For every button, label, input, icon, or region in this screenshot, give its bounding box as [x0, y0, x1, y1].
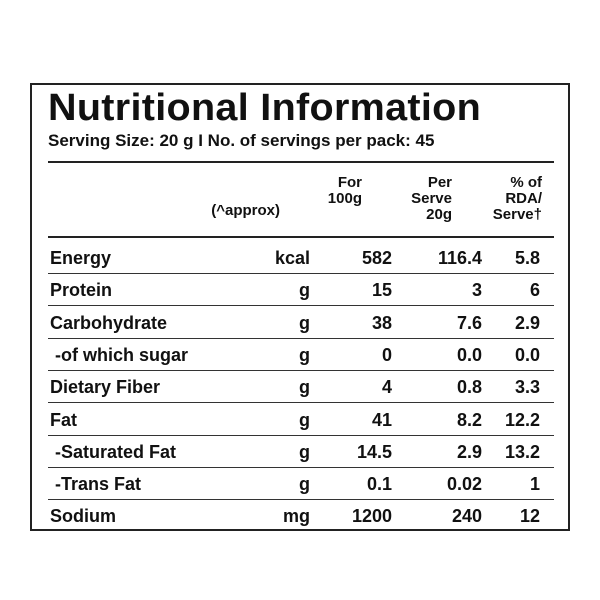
table-row: Energy kcal 582 116.4 5.8 — [48, 242, 554, 274]
value-per-serve: 7.6 — [456, 312, 482, 333]
table-row: -Saturated Fat g 14.5 2.9 13.2 — [48, 436, 554, 468]
value-rda: 3.3 — [514, 377, 540, 398]
nutrient-name: -Trans Fat — [50, 474, 142, 495]
value-per-100g: 4 — [381, 377, 392, 398]
value-per-serve: 116.4 — [437, 248, 482, 268]
header-line: % of — [510, 174, 542, 191]
header-per-serve: Per Serve 20g — [411, 175, 452, 223]
table-row: Fat g 41 8.2 12.2 — [48, 404, 554, 436]
value-rda: 12 — [519, 506, 540, 527]
row-divider — [48, 466, 554, 468]
unit: mg — [283, 506, 310, 527]
header-line: Serve — [411, 190, 452, 207]
value-per-100g: 582 — [361, 248, 392, 268]
value-per-100g: 15 — [371, 280, 392, 301]
header-approx: (^approx) — [211, 202, 280, 219]
value-per-100g: 41 — [371, 409, 392, 430]
header-line: RDA/ — [505, 190, 542, 207]
table-row: Carbohydrate g 38 7.6 2.9 — [48, 307, 554, 339]
header-rda: % of RDA/ Serve† — [493, 175, 542, 223]
value-rda: 5.8 — [514, 248, 540, 268]
row-divider — [48, 273, 554, 274]
value-rda: 0.0 — [514, 344, 540, 365]
serving-info: Serving Size: 20 g I No. of servings per… — [48, 131, 435, 150]
row-divider — [48, 434, 554, 436]
value-per-100g: 1200 — [351, 506, 392, 527]
header-line: For — [337, 174, 362, 191]
header-line: 100g — [327, 190, 362, 207]
unit: g — [299, 474, 310, 495]
value-per-serve: 2.9 — [456, 441, 482, 462]
unit: g — [299, 441, 310, 462]
table-row: Sodium mg 1200 240 12 — [48, 500, 554, 532]
nutrition-label: Nutritional Information Serving Size: 20… — [30, 83, 570, 531]
value-per-100g: 14.5 — [356, 441, 392, 462]
nutrient-name: -of which sugar — [50, 344, 189, 365]
value-rda: 12.2 — [504, 409, 540, 430]
nutrient-name: Dietary Fiber — [50, 377, 161, 398]
value-rda: 1 — [529, 474, 540, 495]
value-per-serve: 0.8 — [456, 377, 482, 398]
header-per-100g: For 100g — [328, 175, 362, 207]
header-line: Per — [427, 174, 452, 191]
header-line: Serve† — [492, 206, 542, 223]
value-per-serve: 8.2 — [456, 409, 482, 430]
unit: g — [299, 377, 310, 398]
value-per-serve: 0.0 — [456, 344, 482, 365]
unit: g — [299, 409, 310, 430]
row-divider — [48, 337, 554, 339]
row-divider — [48, 402, 554, 404]
value-per-100g: 0.1 — [366, 474, 392, 495]
nutrient-name: Fat — [50, 409, 77, 430]
nutrient-name: Carbohydrate — [50, 312, 168, 333]
row-divider — [48, 499, 554, 501]
divider — [48, 161, 554, 163]
unit: g — [299, 312, 310, 333]
row-divider — [48, 369, 554, 371]
row-divider — [48, 305, 554, 307]
table-row: -of which sugar g 0 0.0 0.0 — [48, 339, 554, 371]
value-per-serve: 240 — [451, 506, 482, 527]
value-per-100g: 38 — [371, 312, 392, 333]
table-row: Protein g 15 3 6 — [48, 274, 554, 306]
table-row: Dietary Fiber g 4 0.8 3.3 — [48, 371, 554, 403]
value-rda: 6 — [529, 280, 540, 301]
unit: g — [299, 280, 310, 301]
value-per-100g: 0 — [381, 344, 392, 365]
value-per-serve: 0.02 — [446, 474, 482, 495]
nutrient-name: Sodium — [50, 506, 116, 527]
nutrient-name: -Saturated Fat — [50, 441, 177, 462]
nutrient-name: Energy — [50, 248, 112, 268]
value-per-serve: 3 — [471, 280, 482, 301]
divider — [48, 236, 554, 238]
label-title: Nutritional Information — [48, 87, 482, 129]
unit: g — [299, 344, 310, 365]
header-line: 20g — [426, 206, 452, 223]
unit: kcal — [274, 248, 310, 268]
value-rda: 13.2 — [504, 441, 540, 462]
nutrient-name: Protein — [50, 280, 113, 301]
value-rda: 2.9 — [514, 312, 540, 333]
table-row: -Trans Fat g 0.1 0.02 1 — [48, 468, 554, 500]
